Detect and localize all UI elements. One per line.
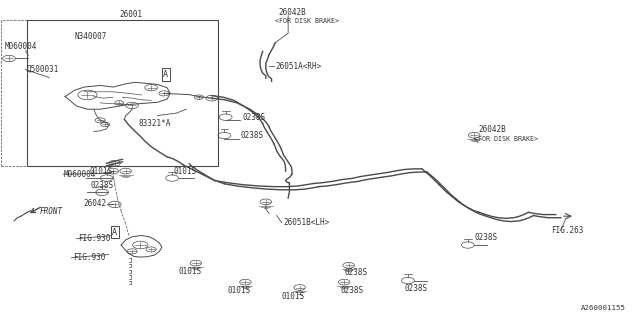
Text: 0101S: 0101S (179, 267, 202, 276)
Text: <FOR DISK BRAKE>: <FOR DISK BRAKE> (474, 136, 538, 142)
Text: FRONT: FRONT (40, 207, 63, 216)
Text: 26051B<LH>: 26051B<LH> (283, 218, 330, 227)
Text: 0238S: 0238S (91, 181, 114, 190)
Text: 0238S: 0238S (243, 113, 266, 122)
Text: 26042B: 26042B (278, 8, 307, 17)
Text: 83321*A: 83321*A (138, 119, 171, 128)
Text: 0101S: 0101S (282, 292, 305, 301)
Text: 26051A<RH>: 26051A<RH> (275, 62, 322, 71)
Text: 0238S: 0238S (241, 131, 264, 140)
Text: 26001: 26001 (119, 10, 142, 19)
Text: 26042B: 26042B (478, 125, 506, 134)
Text: M060004: M060004 (4, 42, 37, 51)
Text: FIG.263: FIG.263 (550, 226, 583, 235)
Text: M060004: M060004 (64, 170, 96, 179)
Text: N340007: N340007 (75, 32, 107, 41)
Text: A: A (112, 228, 117, 237)
Text: 26042: 26042 (83, 199, 106, 208)
Text: A: A (163, 70, 168, 79)
Text: 0238S: 0238S (344, 268, 367, 277)
Text: A260001155: A260001155 (581, 305, 626, 311)
Text: 0101S: 0101S (173, 167, 196, 176)
Text: 0101S: 0101S (227, 286, 251, 295)
Text: 0101S: 0101S (90, 167, 113, 176)
Text: FIG.930: FIG.930 (73, 253, 105, 262)
Text: 0238S: 0238S (474, 234, 497, 243)
Text: Q500031: Q500031 (27, 65, 60, 74)
Text: <FOR DISK BRAKE>: <FOR DISK BRAKE> (275, 18, 339, 24)
Text: 0238S: 0238S (340, 286, 364, 295)
Bar (27, 20, 218, 166)
Text: FIG.930: FIG.930 (78, 234, 110, 243)
Text: 0238S: 0238S (404, 284, 428, 293)
